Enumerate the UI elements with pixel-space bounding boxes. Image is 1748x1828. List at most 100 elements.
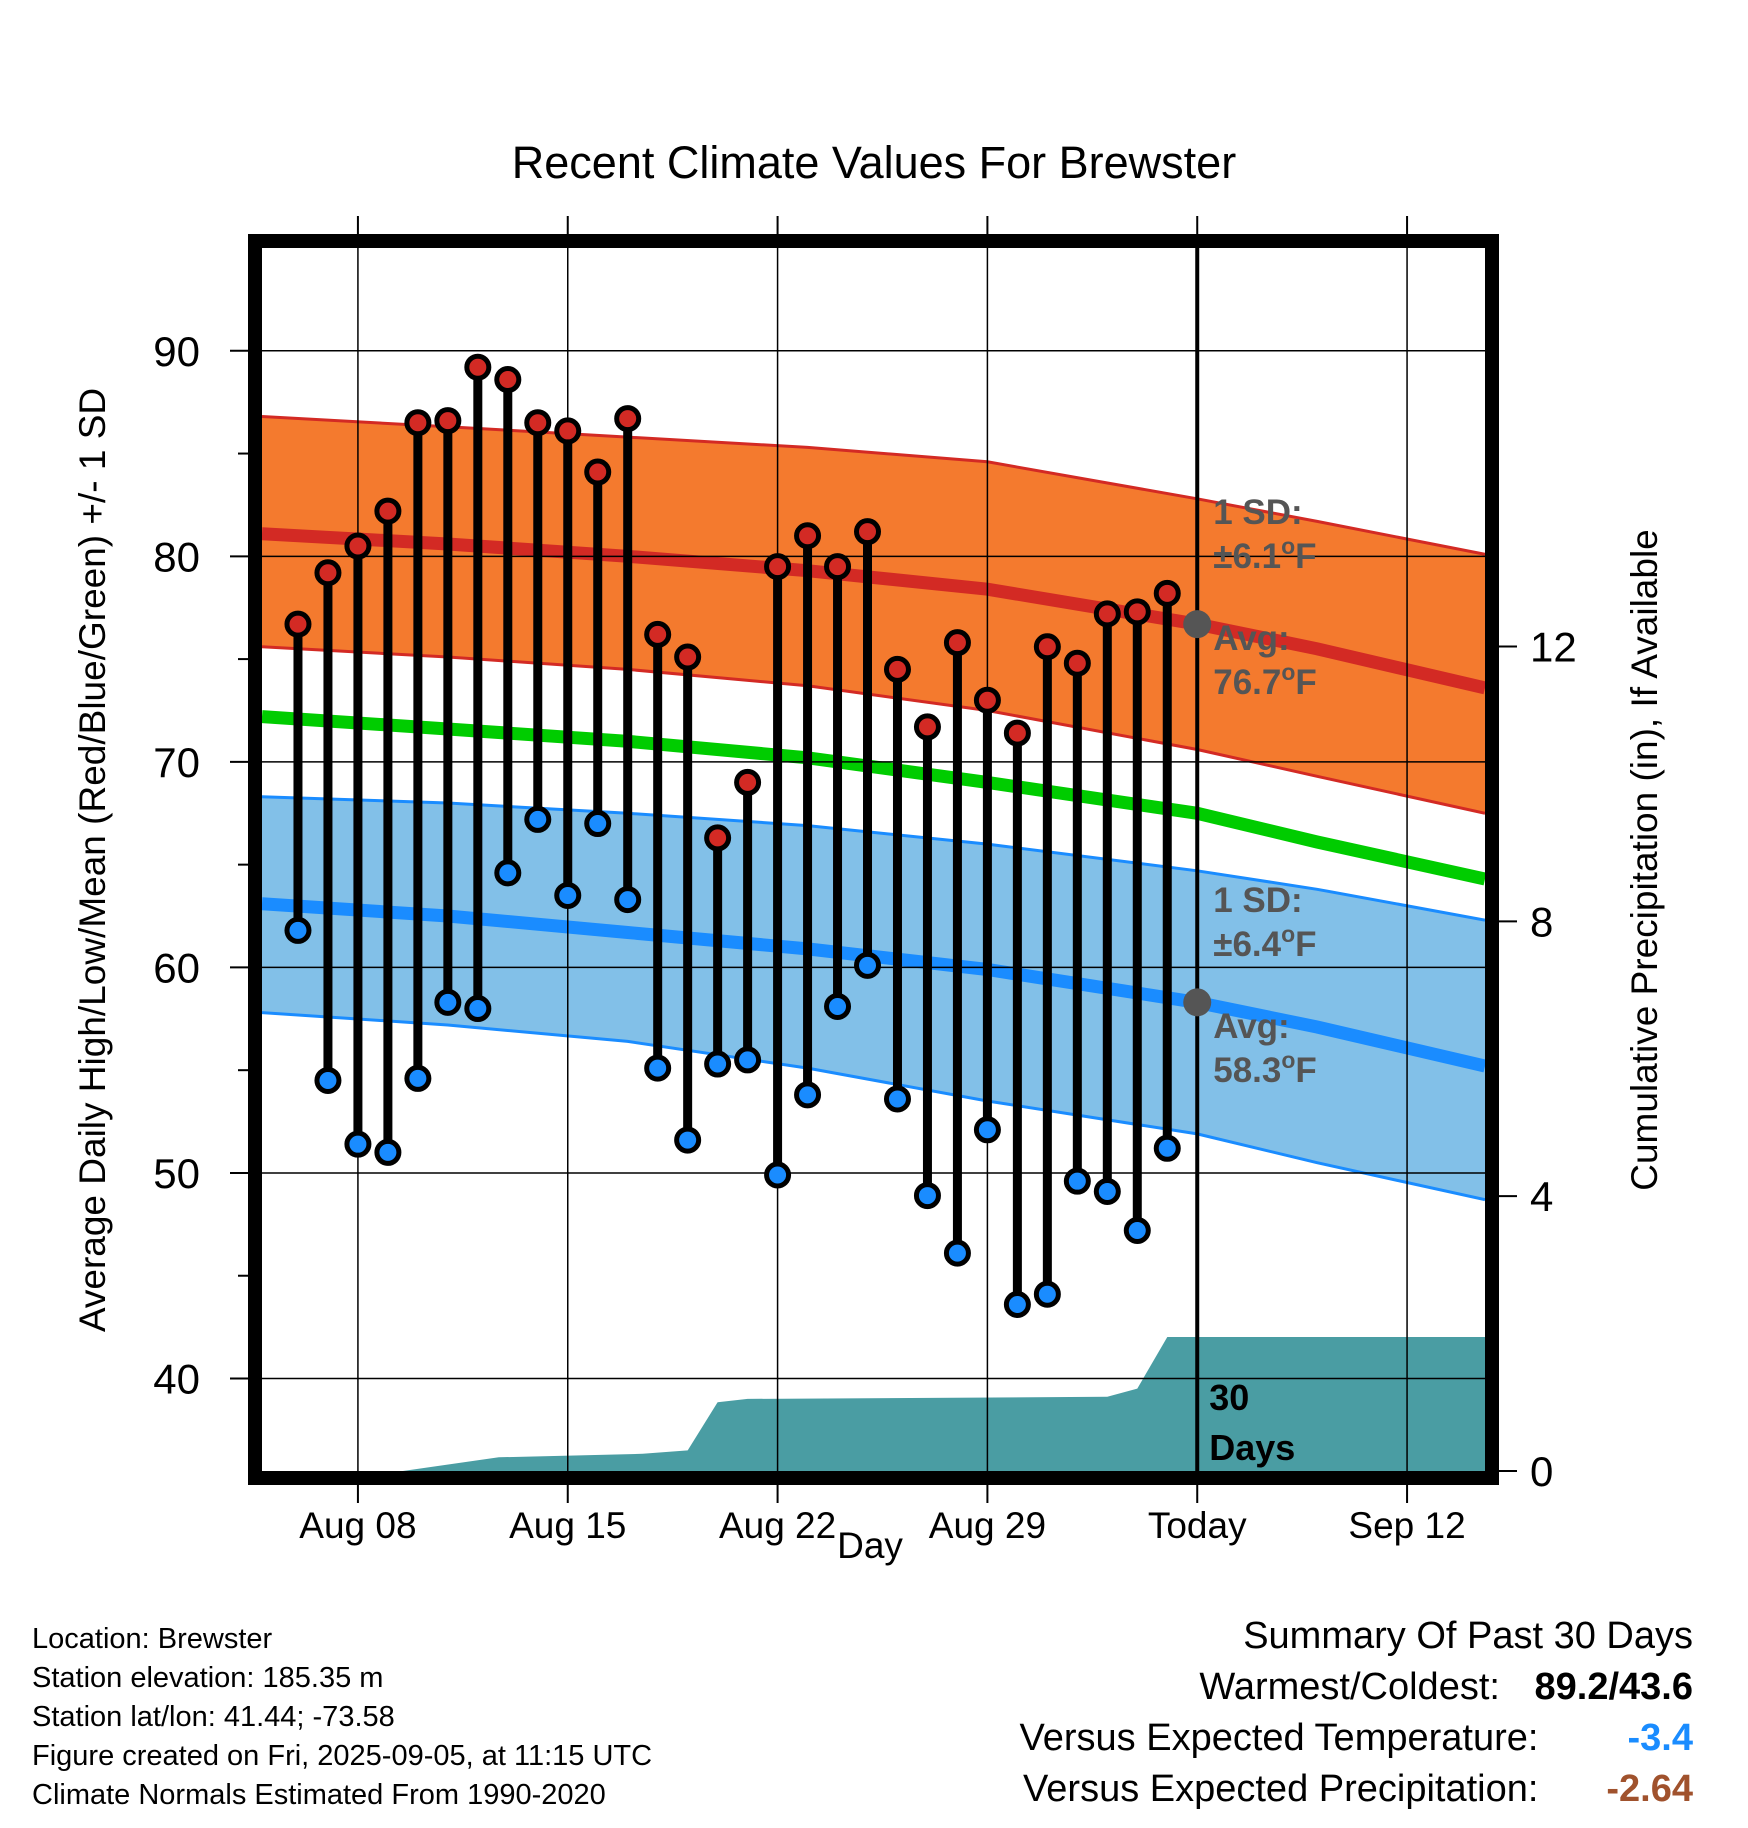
daily-high-point <box>913 713 941 741</box>
info-latlon: Station lat/lon: 41.44; -73.58 <box>32 1701 395 1733</box>
daily-low-point <box>943 1239 971 1267</box>
y-tick-label: 70 <box>153 739 200 786</box>
daily-low-point <box>434 988 462 1016</box>
summary-precip: Versus Expected Precipitation: -2.64 <box>1020 1764 1693 1815</box>
summary-title: Summary Of Past 30 Days <box>1243 1615 1693 1657</box>
daily-high-point <box>1153 579 1181 607</box>
daily-high-point <box>524 409 552 437</box>
x-tick-label: Aug 22 <box>719 1505 836 1546</box>
daily-low-point <box>1093 1177 1121 1205</box>
daily-high-point <box>1003 719 1031 747</box>
x-tick-label: Aug 15 <box>509 1505 626 1546</box>
daily-low-point <box>404 1064 432 1092</box>
daily-low-point <box>554 881 582 909</box>
y-tick-label: 60 <box>153 944 200 991</box>
high-sd-label: 1 SD: <box>1213 493 1302 532</box>
daily-low-point <box>704 1050 732 1078</box>
daily-high-point <box>794 522 822 550</box>
daily-high-point <box>344 532 372 560</box>
summary-warm-cold: Warmest/Coldest: 89.2/43.6 <box>1020 1662 1693 1713</box>
precip-value: -2.64 <box>1606 1768 1693 1810</box>
y-tick-label: 80 <box>153 533 200 580</box>
daily-high-point <box>883 655 911 683</box>
y2-tick-label: 4 <box>1530 1173 1553 1220</box>
axes-layer: 40 50 60 70 80 90 0 4 8 12 Aug 08 Aug 15 Aug 22 Aug 2… <box>153 216 1577 1546</box>
low-sd-value: ±6.4oF <box>1213 921 1316 964</box>
plot-frame <box>248 234 1499 1485</box>
low-avg-value: 58.3oF <box>1213 1047 1317 1090</box>
daily-high-point <box>734 768 762 796</box>
daily-low-point <box>494 859 522 887</box>
daily-high-point <box>614 405 642 433</box>
daily-high-point <box>943 629 971 657</box>
daily-low-point <box>344 1130 372 1158</box>
info-normals: Climate Normals Estimated From 1990-2020 <box>32 1779 606 1811</box>
x-tick-label: Aug 29 <box>929 1505 1046 1546</box>
info-created: Figure created on Fri, 2025-09-05, at 11… <box>32 1740 653 1772</box>
daily-high-point <box>824 553 852 581</box>
y-tick-label: 50 <box>153 1150 200 1197</box>
daily-high-point <box>584 458 612 486</box>
daily-low-point <box>524 805 552 833</box>
daily-high-point <box>1093 600 1121 628</box>
x-tick-label: Sep 12 <box>1348 1505 1465 1546</box>
x-axis-label: Day <box>837 1525 903 1566</box>
daily-high-point <box>404 409 432 437</box>
daily-low-point <box>674 1126 702 1154</box>
daily-low-point <box>584 810 612 838</box>
chart-title: Recent Climate Values For Brewster <box>512 137 1236 188</box>
daily-high-point <box>494 366 522 394</box>
y-axis-label: Average Daily High/Low/Mean (Red/Blue/Gr… <box>72 388 113 1332</box>
days-label-text: Days <box>1209 1427 1295 1468</box>
daily-high-point <box>704 824 732 852</box>
today-low-avg-marker <box>1183 988 1212 1017</box>
daily-high-point <box>1123 598 1151 626</box>
daily-high-point <box>554 417 582 445</box>
daily-low-point <box>764 1161 792 1189</box>
daily-low-point <box>284 916 312 944</box>
low-avg-label: Avg: <box>1213 1007 1289 1046</box>
daily-low-point <box>1123 1217 1151 1245</box>
daily-high-point <box>434 407 462 435</box>
summary-temp: Versus Expected Temperature: -3.4 <box>1020 1713 1693 1764</box>
station-info: Location: Brewster Station elevation: 18… <box>32 1620 652 1815</box>
daily-low-point <box>1033 1280 1061 1308</box>
high-sd-value: ±6.1oF <box>1213 533 1316 576</box>
daily-low-point <box>913 1182 941 1210</box>
daily-low-point <box>824 992 852 1020</box>
low-sd-label: 1 SD: <box>1213 881 1302 920</box>
climate-chart: Recent Climate Values For Brewster 1 SD:… <box>72 137 1665 1566</box>
high-avg-value: 76.7oF <box>1213 659 1317 702</box>
temp-value: -3.4 <box>1627 1717 1693 1759</box>
daily-low-point <box>614 886 642 914</box>
daily-low-point <box>794 1081 822 1109</box>
daily-high-point <box>464 353 492 381</box>
daily-low-point <box>644 1054 672 1082</box>
daily-low-point <box>734 1046 762 1074</box>
daily-low-point <box>883 1085 911 1113</box>
daily-high-point <box>674 643 702 671</box>
daily-low-point <box>1003 1291 1031 1319</box>
daily-high-point <box>284 610 312 638</box>
daily-high-point <box>1033 633 1061 661</box>
daily-low-point <box>854 951 882 979</box>
daily-high-point <box>374 497 402 525</box>
daily-high-point <box>314 559 342 587</box>
daily-low-point <box>973 1116 1001 1144</box>
info-elevation: Station elevation: 185.35 m <box>32 1662 384 1694</box>
daily-low-point <box>314 1066 342 1094</box>
info-location: Location: Brewster <box>32 1623 273 1655</box>
y2-tick-label: 8 <box>1530 898 1553 945</box>
x-tick-label: Today <box>1148 1505 1247 1546</box>
y2-axis-label: Cumulative Precipitation (in), If Availa… <box>1624 529 1665 1191</box>
daily-high-point <box>644 620 672 648</box>
y2-tick-label: 0 <box>1530 1448 1553 1495</box>
y2-tick-label: 12 <box>1530 624 1577 671</box>
y-tick-label: 90 <box>153 328 200 375</box>
temp-label: Versus Expected Temperature: <box>1019 1717 1539 1759</box>
daily-low-point <box>1153 1134 1181 1162</box>
daily-high-point <box>1063 649 1091 677</box>
daily-low-point <box>374 1138 402 1166</box>
warm-cold-value: 89.2/43.6 <box>1534 1666 1693 1708</box>
